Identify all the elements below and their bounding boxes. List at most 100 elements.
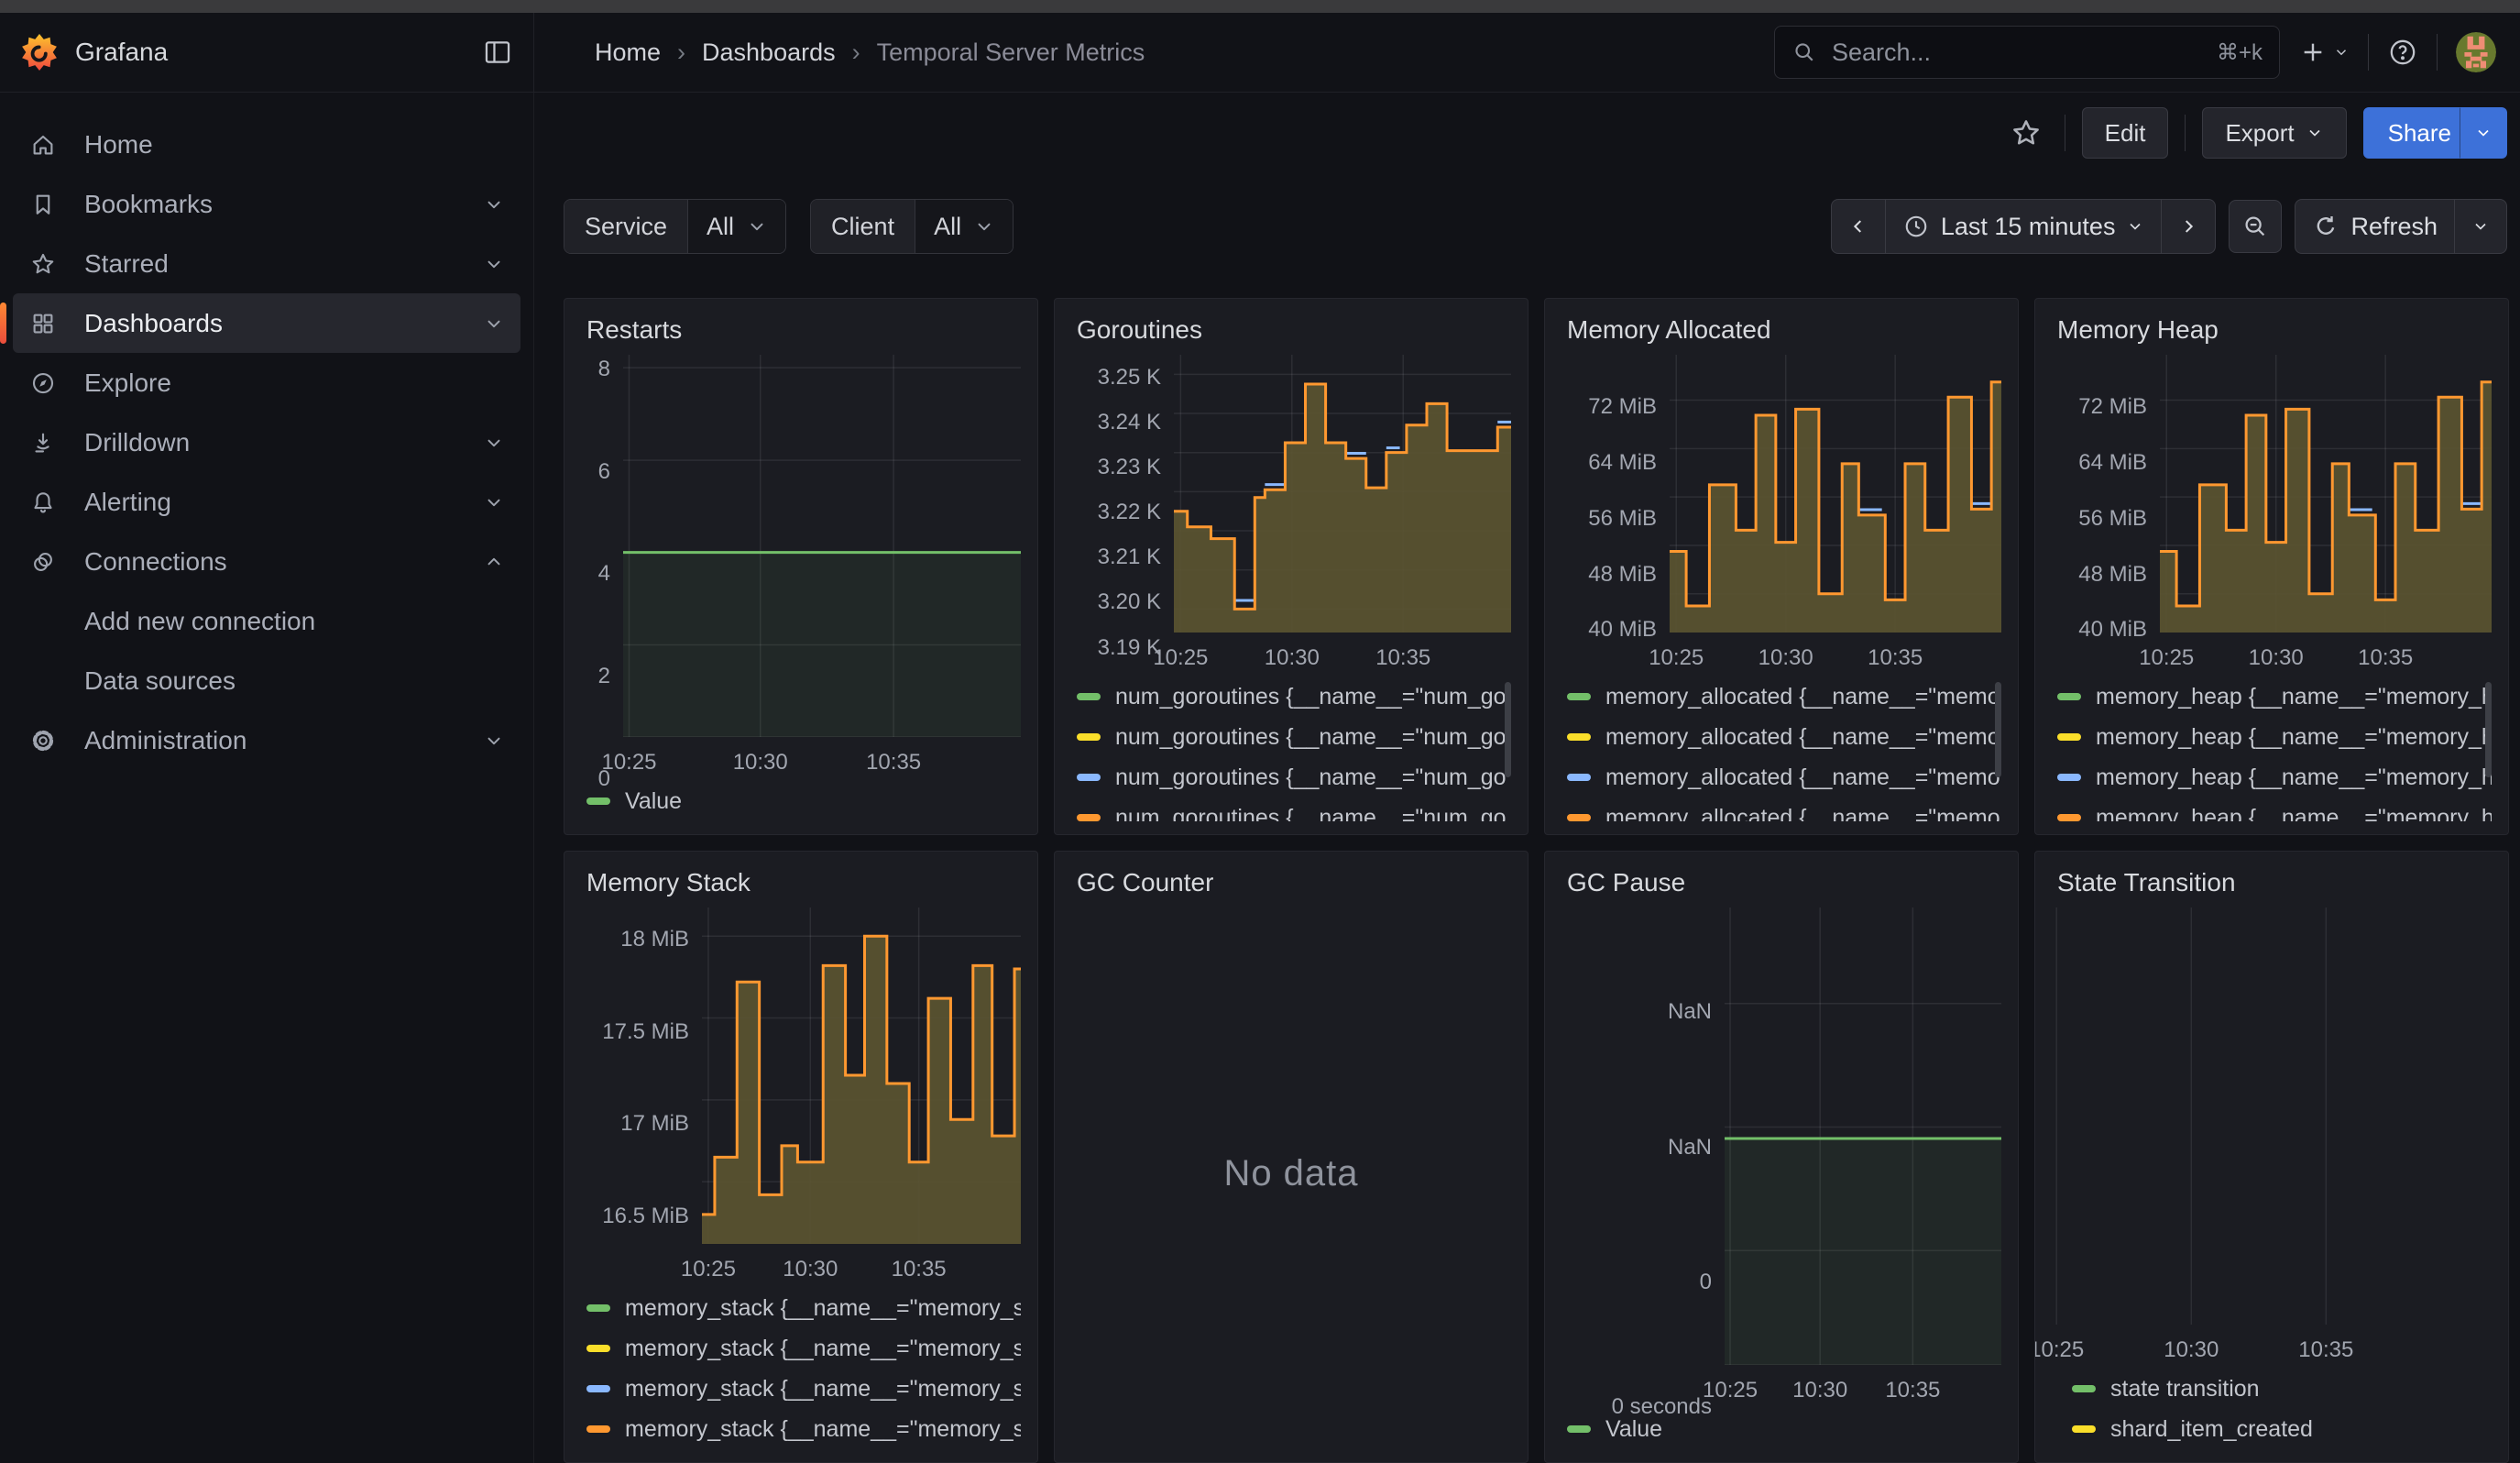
chevron-down-icon[interactable] — [484, 314, 504, 334]
legend-item[interactable]: memory_stack {__name__="memory_s — [586, 1409, 1021, 1449]
refresh-interval-dropdown[interactable] — [2455, 200, 2506, 253]
share-dropdown-button[interactable] — [2460, 107, 2507, 159]
variable-client: Client All — [810, 199, 1013, 254]
breadcrumb-item[interactable]: Temporal Server Metrics — [877, 38, 1145, 67]
breadcrumb-item[interactable]: Dashboards — [702, 38, 836, 67]
plot-canvas[interactable] — [2035, 908, 2508, 1325]
chevron-down-icon — [2474, 124, 2493, 142]
search-input[interactable] — [1830, 38, 2204, 68]
legend-item[interactable]: num_goroutines {__name__="num_go — [1077, 676, 1511, 717]
panel-title[interactable]: Memory Stack — [581, 864, 1021, 898]
chevron-down-icon[interactable] — [484, 194, 504, 214]
chevron-down-icon[interactable] — [484, 433, 504, 453]
variable-value-dropdown[interactable]: All — [915, 200, 1013, 253]
legend-item[interactable]: memory_allocated {__name__="memo — [1567, 717, 2001, 757]
legend-item[interactable]: memory_heap {__name__="memory_h — [2057, 757, 2492, 798]
mega-menu-toggle-icon[interactable] — [482, 37, 513, 68]
legend-item[interactable]: memory_heap {__name__="memory_h — [2057, 676, 2492, 717]
sidebar-item-connections[interactable]: Connections — [13, 532, 520, 591]
refresh-button[interactable]: Refresh — [2295, 200, 2455, 253]
legend-series-label: memory_stack {__name__="memory_s — [625, 1295, 1021, 1322]
panel-title[interactable]: GC Pause — [1561, 864, 2001, 898]
star-icon — [2010, 116, 2043, 149]
plot-canvas[interactable] — [2160, 355, 2492, 632]
legend-item[interactable]: memory_heap {__name__="memory_h — [2057, 717, 2492, 757]
legend-item[interactable]: memory_stack {__name__="memory_s — [586, 1328, 1021, 1369]
legend-item[interactable]: num_goroutines {__name__="num_go — [1077, 757, 1511, 798]
plot-canvas[interactable] — [702, 908, 1021, 1244]
x-tick-label: 10:35 — [2358, 645, 2413, 671]
add-new-button[interactable] — [2298, 38, 2350, 67]
legend-scrollbar[interactable] — [2485, 682, 2492, 777]
time-range-picker[interactable]: Last 15 minutes — [1886, 200, 2163, 253]
sidebar-item-drilldown[interactable]: Drilldown — [13, 412, 520, 472]
legend-item[interactable]: memory_stack {__name__="memory_s — [586, 1369, 1021, 1409]
legend-item[interactable]: memory_stack {__name__="memory_s — [586, 1288, 1021, 1328]
sidebar-item-alerting[interactable]: Alerting — [13, 472, 520, 532]
legend-item[interactable]: memory_heap {__name__="memory_h — [2057, 798, 2492, 821]
y-tick-label: 40 MiB — [1588, 617, 1657, 643]
chevron-down-icon[interactable] — [484, 492, 504, 512]
legend-item[interactable]: num_goroutines {__name__="num_go — [1077, 717, 1511, 757]
legend: memory_stack {__name__="memory_smemory_s… — [581, 1288, 1021, 1449]
help-button[interactable] — [2387, 37, 2418, 68]
legend-scrollbar[interactable] — [1995, 682, 2001, 777]
sidebar-item-home[interactable]: Home — [13, 115, 520, 174]
legend-series-swatch — [2072, 1385, 2096, 1392]
sidebar-item-add-new-connection[interactable]: Add new connection — [13, 591, 520, 651]
search-box[interactable]: ⌘+k — [1774, 26, 2280, 79]
legend-series-label: Value — [625, 788, 682, 815]
panel-title[interactable]: Restarts — [581, 312, 1021, 346]
legend-series-label: state transition — [2110, 1376, 2260, 1402]
x-tick-label: 10:35 — [866, 750, 921, 776]
panel-title[interactable]: Memory Allocated — [1561, 312, 2001, 346]
time-forward-button[interactable] — [2162, 200, 2215, 253]
sidebar-item-starred[interactable]: Starred — [13, 234, 520, 293]
chevron-up-icon[interactable] — [484, 552, 504, 572]
legend-item[interactable]: memory_allocated {__name__="memo — [1567, 676, 2001, 717]
sidebar-nav: Home Bookmarks StarredDashboardsExploreDri… — [0, 93, 534, 1463]
export-button[interactable]: Export — [2202, 107, 2346, 159]
legend-item[interactable]: state transition — [2072, 1369, 2492, 1409]
chevron-down-icon[interactable] — [484, 254, 504, 274]
legend-scrollbar[interactable] — [1505, 682, 1511, 777]
legend-series-swatch — [1567, 774, 1591, 781]
chevron-down-icon[interactable] — [484, 731, 504, 751]
sidebar-item-administration[interactable]: Administration — [13, 710, 520, 770]
plot-canvas[interactable] — [1725, 908, 2001, 1365]
legend-series-label: memory_stack {__name__="memory_s — [625, 1336, 1021, 1362]
legend-item[interactable]: memory_allocated {__name__="memo — [1567, 757, 2001, 798]
legend-item[interactable]: num_goroutines {__name__="num_go — [1077, 798, 1511, 821]
variable-value-dropdown[interactable]: All — [688, 200, 785, 253]
favorite-star-button[interactable] — [2004, 116, 2048, 150]
breadcrumb-item[interactable]: Home — [595, 38, 661, 67]
panel-title[interactable]: GC Counter — [1071, 864, 1511, 898]
x-tick-label: 10:25 — [601, 750, 656, 776]
sidebar-item-dashboards[interactable]: Dashboards — [13, 293, 520, 353]
legend-item[interactable]: Value — [1567, 1409, 2001, 1449]
time-back-button[interactable] — [1832, 200, 1886, 253]
toolbar-divider — [2185, 115, 2186, 151]
panel-title[interactable]: State Transition — [2052, 864, 2492, 898]
legend-series-swatch — [586, 798, 610, 805]
x-tick-label: 10:30 — [1759, 645, 1813, 671]
legend-item[interactable]: memory_allocated {__name__="memo — [1567, 798, 2001, 821]
zoom-out-button[interactable] — [2229, 200, 2282, 253]
sidebar-item-explore[interactable]: Explore — [13, 353, 520, 412]
edit-button[interactable]: Edit — [2082, 107, 2169, 159]
legend-item[interactable]: Value — [586, 781, 1021, 821]
panel-title[interactable]: Memory Heap — [2052, 312, 2492, 346]
panel-title[interactable]: Goroutines — [1071, 312, 1511, 346]
y-tick-label: 40 MiB — [2078, 617, 2147, 643]
legend-item[interactable]: shard_item_created — [2072, 1409, 2492, 1449]
sidebar-item-label: Bookmarks — [84, 190, 213, 219]
chevron-left-icon — [1848, 216, 1868, 236]
y-axis-labels: 18 MiB17.5 MiB17 MiB16.5 MiB — [581, 908, 702, 1286]
x-tick-label: 10:25 — [681, 1257, 736, 1282]
plot-canvas[interactable] — [623, 355, 1021, 737]
plot-canvas[interactable] — [1670, 355, 2001, 632]
user-avatar[interactable] — [2456, 32, 2496, 72]
sidebar-item-bookmarks[interactable]: Bookmarks — [13, 174, 520, 234]
sidebar-item-data-sources[interactable]: Data sources — [13, 651, 520, 710]
plot-canvas[interactable] — [1174, 355, 1511, 632]
